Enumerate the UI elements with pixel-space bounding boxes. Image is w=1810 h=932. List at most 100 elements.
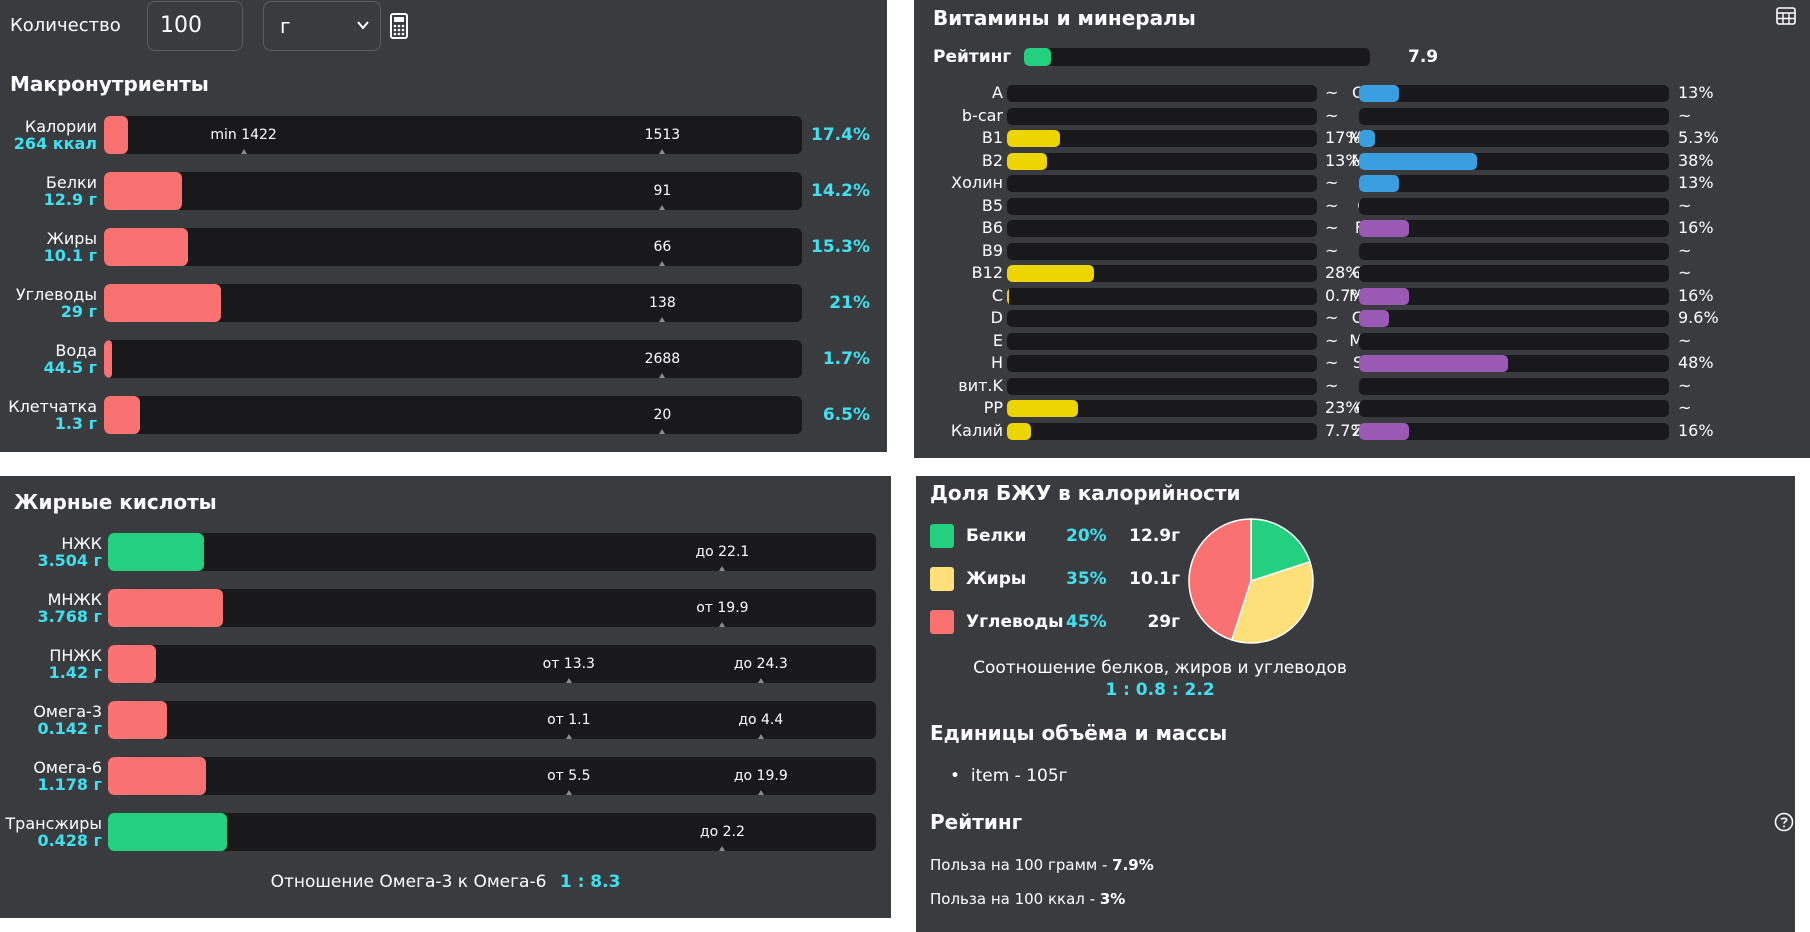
nutrient-bar xyxy=(1007,130,1317,147)
nutrient-bar xyxy=(1359,265,1669,282)
target-tick xyxy=(659,317,666,322)
nutrient-bar-fill xyxy=(1359,85,1400,102)
fatty-bar: до 22.1 xyxy=(108,533,876,571)
macro-name: Углеводы xyxy=(15,285,97,304)
fatty-target-label: от 19.9 xyxy=(696,600,749,616)
target-tick xyxy=(565,678,572,683)
fatty-amount: 0.142 г xyxy=(37,719,102,738)
unit-select[interactable]: г xyxy=(263,1,381,51)
rating-per-100kcal: Польза на 100 ккал - 3% xyxy=(930,890,1125,908)
help-icon[interactable] xyxy=(1774,812,1794,836)
bju-ratio-value: 1 : 0.8 : 2.2 xyxy=(1105,680,1215,700)
fatty-label: МНЖК 3.768 г xyxy=(0,591,102,625)
table-icon[interactable] xyxy=(1776,7,1796,29)
nutrient-value: 7.7% xyxy=(1325,420,1366,440)
nutrient-bar-fill xyxy=(1359,130,1376,147)
fatty-target-label: до 19.9 xyxy=(733,768,788,784)
nutrient-value: ~ xyxy=(1325,105,1339,125)
fatty-bar: от 19.9 xyxy=(108,589,876,627)
nutrient-bar xyxy=(1359,400,1669,417)
macro-bar-fill xyxy=(104,116,129,154)
nutrient-bar xyxy=(1359,377,1669,395)
nutrient-bar-fill xyxy=(1007,400,1079,417)
macro-bar: 2688 xyxy=(104,340,802,378)
rating-per-100kcal-value: 3% xyxy=(1099,890,1126,908)
fatty-bar: от 1.1 до 4.4 xyxy=(108,701,876,739)
fatty-amount: 3.504 г xyxy=(37,551,102,570)
nutrient-bar xyxy=(1007,310,1317,327)
nutrient-bar xyxy=(1359,85,1669,102)
macro-target-label: 1513 xyxy=(644,127,681,143)
macro-bar-fill xyxy=(104,340,113,378)
nutrient-value: 17% xyxy=(1325,128,1361,147)
fatty-label: НЖК 3.504 г xyxy=(0,535,102,569)
nutrient-bar xyxy=(1007,377,1317,395)
nutrient-value: 38% xyxy=(1678,150,1714,170)
macro-bar: min 1422 1513 xyxy=(104,116,802,154)
macro-target-label: 20 xyxy=(653,407,672,423)
nutrient-value: ~ xyxy=(1325,218,1339,237)
fatty-bar: от 5.5 до 19.9 xyxy=(108,757,876,795)
nutrient-bar xyxy=(1359,107,1669,125)
legend-name: Белки xyxy=(966,526,1027,546)
nutrient-name: C xyxy=(991,285,1003,305)
nutrient-name: B1 xyxy=(981,128,1003,147)
bju-title: Доля БЖУ в калорийности xyxy=(930,481,1241,505)
fatty-target-label: до 2.2 xyxy=(699,824,745,840)
nutrient-name: PP xyxy=(983,398,1003,417)
target-tick xyxy=(659,373,666,378)
macro-name: Вода xyxy=(55,341,97,360)
nutrient-value: 0.7% xyxy=(1325,285,1366,305)
macro-percent: 21% xyxy=(829,293,870,313)
nutrient-bar-fill xyxy=(1359,152,1477,170)
nutrient-bar xyxy=(1359,287,1669,305)
macro-percent: 17.4% xyxy=(811,125,870,145)
macro-bar-fill xyxy=(104,228,189,266)
macro-target-label: 138 xyxy=(649,295,676,311)
nutrient-bar xyxy=(1007,265,1317,282)
nutrient-bar xyxy=(1007,400,1317,417)
fatty-amount: 1.42 г xyxy=(48,663,102,682)
fatty-amount: 3.768 г xyxy=(37,607,102,626)
nutrient-bar xyxy=(1007,85,1317,102)
nutrient-bar-fill xyxy=(1007,152,1048,170)
calculator-icon[interactable] xyxy=(390,13,408,43)
omega-ratio-label: Отношение Омега-3 к Омега-6 xyxy=(270,872,547,892)
quantity-input[interactable]: 100 xyxy=(147,1,243,51)
nutrient-value: ~ xyxy=(1325,353,1339,372)
rating-label: Рейтинг xyxy=(933,47,1012,67)
nutrient-name: B9 xyxy=(981,240,1003,260)
legend-percent: 35% xyxy=(1066,569,1107,589)
target-tick xyxy=(565,734,572,739)
bju-ratio-label: Соотношение белков, жиров и углеводов xyxy=(973,658,1347,678)
macro-percent: 1.7% xyxy=(822,349,870,369)
rating-bar-fill xyxy=(1024,48,1052,66)
macronutrients-panel: Количество 100 г Макронутриенты Калории 2… xyxy=(0,0,887,452)
nutrient-bar xyxy=(1359,422,1669,440)
target-tick xyxy=(757,734,764,739)
fatty-acids-title: Жирные кислоты xyxy=(14,490,217,514)
quantity-value: 100 xyxy=(160,13,202,38)
nutrient-bar-fill xyxy=(1007,287,1010,305)
fatty-target-label: до 24.3 xyxy=(733,656,788,672)
nutrient-name: b-car xyxy=(961,105,1003,125)
fatty-bar-fill xyxy=(108,813,228,851)
fatty-target-label: до 4.4 xyxy=(738,712,784,728)
quantity-label: Количество xyxy=(10,15,121,36)
macro-bar-fill xyxy=(104,396,141,434)
nutrient-name: A xyxy=(992,83,1003,102)
fatty-bar-fill xyxy=(108,701,168,739)
nutrient-bar xyxy=(1359,332,1669,350)
nutrient-bar xyxy=(1359,355,1669,372)
nutrient-bar xyxy=(1007,197,1317,215)
legend-percent: 45% xyxy=(1066,612,1107,632)
rating-per-100g-label: Польза на 100 грамм - xyxy=(930,856,1113,874)
chevron-down-icon xyxy=(356,17,370,36)
macro-bar: 138 xyxy=(104,284,802,322)
nutrient-bar-fill xyxy=(1359,175,1400,192)
nutrient-value: 16% xyxy=(1678,218,1714,237)
nutrient-bar-fill xyxy=(1359,422,1409,440)
nutrient-name: B2 xyxy=(981,150,1003,170)
fatty-label: Омега-3 0.142 г xyxy=(0,703,102,737)
nutrient-bar xyxy=(1007,175,1317,192)
